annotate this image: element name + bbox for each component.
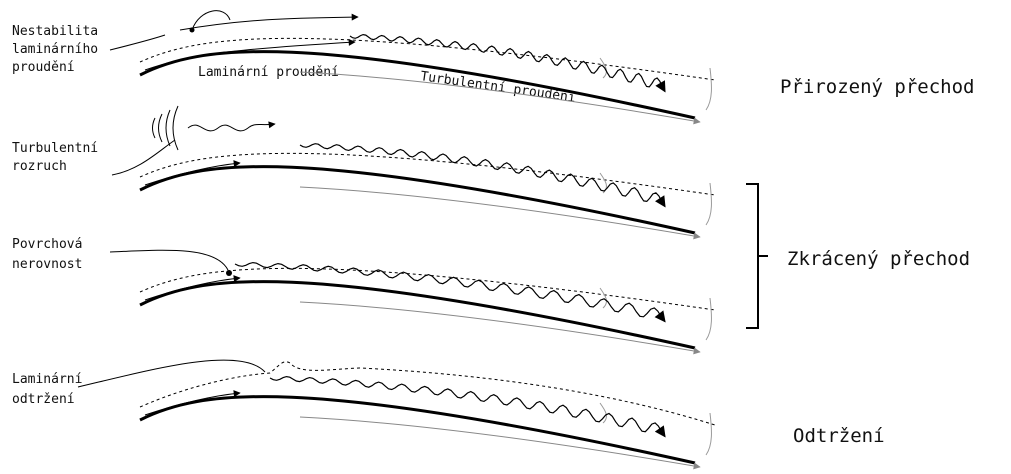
panel-label: proudění xyxy=(12,60,75,75)
tick xyxy=(599,402,712,456)
laminar-arrow xyxy=(144,38,356,71)
regime-label: Odtržení xyxy=(793,425,885,447)
roughness xyxy=(226,270,232,276)
boundary-layer xyxy=(139,37,716,81)
leader xyxy=(191,10,231,31)
panel-label: Nestabilita xyxy=(12,24,98,39)
panel-label: nerovnost xyxy=(12,257,82,272)
panel-label: Turbulentní xyxy=(12,141,98,156)
turbulent-wave xyxy=(234,261,666,323)
outer-arrow xyxy=(299,301,701,355)
panel-label: laminárního xyxy=(12,42,98,57)
boundary-layer xyxy=(139,361,716,426)
bracket xyxy=(746,183,768,329)
laminar-label: Laminární proudění xyxy=(198,65,339,80)
airfoil-surface xyxy=(139,395,696,465)
airfoil-surface xyxy=(139,165,696,235)
boundary-layer xyxy=(139,152,716,196)
regime-label: Zkrácený přechod xyxy=(787,248,970,270)
outer-arrow xyxy=(299,416,701,470)
regime-label: Přirozený přechod xyxy=(780,76,974,98)
outer-arrow xyxy=(299,186,701,240)
panel-label: odtržení xyxy=(12,392,75,407)
panel xyxy=(139,33,716,125)
tick xyxy=(599,57,712,111)
panel xyxy=(139,143,716,240)
turbulent-wave xyxy=(349,33,666,93)
laminar-arrow xyxy=(144,160,241,186)
panel-label: Laminární xyxy=(12,372,82,387)
disturbance xyxy=(152,105,276,151)
airfoil-surface xyxy=(139,280,696,350)
tick xyxy=(599,287,712,341)
dot xyxy=(189,27,195,33)
leader xyxy=(109,249,229,271)
leader xyxy=(111,139,176,176)
airfoil-surface xyxy=(139,50,696,120)
panel-label: Povrchová xyxy=(12,237,82,252)
arrow xyxy=(179,13,359,31)
panel-label: rozruch xyxy=(12,159,67,174)
laminar-arrow xyxy=(144,390,241,416)
panel xyxy=(139,361,716,470)
turbulent-wave xyxy=(299,143,666,208)
leader xyxy=(77,359,266,388)
leader xyxy=(109,34,166,51)
laminar-arrow xyxy=(144,275,241,301)
panel xyxy=(139,261,716,355)
outer-arrow xyxy=(299,71,701,125)
turbulent-wave xyxy=(269,375,666,438)
